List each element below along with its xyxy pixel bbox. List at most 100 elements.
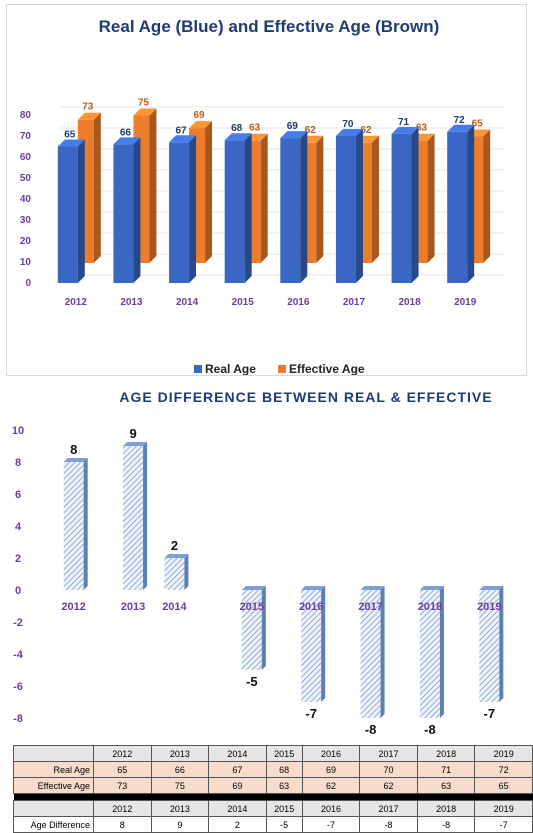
real-age-bar [335,129,363,283]
age-difference-data-label: -8 [424,722,436,737]
effective-age-data-label: 65 [472,119,484,130]
real-age-data-label: 72 [454,115,466,126]
real-age-bar [169,135,197,283]
real-age-bar [391,126,419,284]
real-age-cell: 67 [208,761,267,778]
age-difference-label-cell: Age Difference [13,816,94,833]
real-age-cell: 68 [265,761,303,778]
age-difference-bar [241,586,266,670]
effective-age-data-label: 63 [249,123,261,134]
age-difference-chart-panel: AGE DIFFERENCE BETWEEN REAL & EFFECTIVE 1… [6,378,527,738]
legend-swatch-real [194,365,202,373]
year-header-cell: 2013 [150,745,210,762]
year-header-cell: 2012 [93,800,152,817]
x-tick-label: 2016 [287,297,310,308]
effective-age-data-label: 69 [194,110,206,121]
age-difference-bar [123,442,148,590]
x-tick-label: 2015 [232,297,255,308]
real-age-bar [447,124,475,283]
age-difference-chart: AGE DIFFERENCE BETWEEN REAL & EFFECTIVE 1… [12,389,504,737]
real-age-label-cell: Real Age [13,761,94,778]
x-tick-label: 2014 [176,297,199,308]
x-tick-label: 2019 [454,297,477,308]
y-tick-label: 50 [20,173,32,184]
y-tick-label: -6 [13,681,23,693]
age-difference-bar [301,586,326,702]
y-tick-label: 80 [20,110,32,121]
real-age-bar [113,137,141,283]
age-data-table: 2012 2013 2014 2015 2016 2017 2018 2019 Real Ag… [13,745,533,833]
year-header-cell: 2015 [265,800,303,817]
y-tick-label: -2 [13,617,23,629]
real-age-data-label: 68 [231,123,243,134]
effective-age-cell: 63 [416,777,476,794]
y-tick-label: 6 [15,489,21,501]
effective-age-label-cell: Effective Age [13,777,94,794]
effective-age-data-label: 62 [360,125,372,136]
effective-age-cell: 63 [265,777,303,794]
y-tick-label: 0 [15,585,21,597]
effective-age-cell: 75 [150,777,210,794]
y-tick-label: 4 [15,521,22,533]
age-difference-bar [479,586,504,702]
x-tick-label: 2013 [121,601,145,613]
year-header-cell: 2019 [474,745,533,762]
age-difference-bar [419,586,444,718]
age-difference-data-label: -7 [484,706,496,721]
x-tick-label: 2016 [299,601,323,613]
y-tick-label: -4 [13,649,24,661]
y-tick-label: 40 [20,194,32,205]
legend-label-effective: Effective Age [289,362,365,375]
year-header-cell: 2017 [359,800,418,817]
x-tick-label: 2012 [61,601,85,613]
year-header-cell: 2014 [208,800,267,817]
age-comparison-chart-panel: Real Age (Blue) and Effective Age (Brown… [6,4,527,376]
y-tick-label: 20 [20,236,32,247]
year-header-cell: 2015 [265,745,303,762]
age-difference-bar [360,586,385,718]
real-age-cell: 71 [416,761,476,778]
effective-age-data-label: 63 [416,123,428,134]
effective-age-data-label: 62 [305,125,317,136]
age-difference-data-label: -7 [305,706,317,721]
age-difference-bar [63,458,88,590]
y-tick-label: 10 [20,257,32,268]
effective-age-data-label: 75 [138,98,150,109]
real-age-data-label: 67 [176,125,188,136]
effective-age-cell: 62 [359,777,418,794]
real-age-bar [224,133,252,283]
real-age-cell: 65 [93,761,152,778]
y-tick-label: 8 [15,457,21,469]
year-header-cell: 2016 [301,745,361,762]
effective-age-cell: 73 [93,777,152,794]
real-age-cell: 69 [301,761,361,778]
age-difference-data-label: 2 [171,538,178,553]
age-difference-cell: -7 [474,816,533,833]
x-tick-label: 2019 [477,601,501,613]
years-header-row: 2012 2013 2014 2015 2016 2017 2018 2019 [13,745,533,762]
age-difference-cell: -5 [265,816,303,833]
age-difference-cell: 9 [150,816,210,833]
x-tick-label: 2017 [358,601,382,613]
table-corner-cell [13,800,94,817]
age-difference-data-label: -5 [246,674,258,689]
real-age-data-label: 66 [120,127,132,138]
year-header-cell: 2018 [416,745,476,762]
age-difference-row: Age Difference 8 9 2 -5 -7 -8 -8 -7 [13,816,533,833]
legend-swatch-effective [278,365,286,373]
y-tick-label: 10 [12,425,24,437]
real-age-data-label: 70 [342,119,354,130]
year-header-cell: 2014 [208,745,267,762]
x-tick-label: 2013 [120,297,143,308]
age-comparison-chart: Real Age (Blue) and Effective Age (Brown… [20,17,505,375]
real-age-cell: 70 [359,761,418,778]
x-tick-label: 2015 [240,601,264,613]
age-difference-data-label: -8 [365,722,377,737]
age-difference-data-label: 8 [70,442,77,457]
real-age-data-label: 65 [64,130,76,141]
age-difference-bar [164,554,189,590]
effective-age-data-label: 73 [82,102,94,113]
age-difference-cell: -8 [359,816,418,833]
effective-age-cell: 62 [301,777,361,794]
real-age-cell: 66 [150,761,210,778]
